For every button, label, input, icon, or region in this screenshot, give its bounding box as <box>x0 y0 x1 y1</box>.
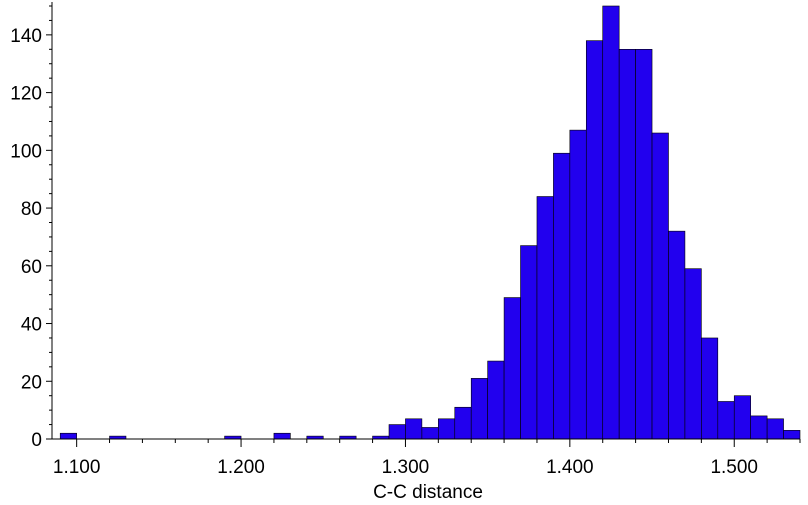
histogram-bar <box>733 395 751 440</box>
y-tick-label: 20 <box>21 372 42 393</box>
histogram-bar <box>618 48 636 440</box>
histogram-bar <box>553 152 571 440</box>
bars-group <box>59 5 801 440</box>
x-axis-title: C-C distance <box>373 482 483 503</box>
histogram-bar <box>651 132 669 440</box>
histogram-bar <box>783 430 801 440</box>
y-tick-label: 140 <box>10 26 42 47</box>
x-tick-label: 1.400 <box>546 457 594 478</box>
histogram-bar <box>454 406 472 440</box>
histogram-bar <box>421 427 439 440</box>
histogram-bar <box>569 129 587 440</box>
axes-group: 0 20 40 60 80 100 120 140 1.100 1.200 1.300 1.400 1.… <box>10 2 801 478</box>
y-tick-label: 60 <box>21 257 42 278</box>
histogram-bar <box>273 432 291 440</box>
histogram-bar <box>602 5 620 440</box>
histogram-bar <box>388 424 406 440</box>
x-tick-label: 1.200 <box>217 457 265 478</box>
y-tick-label: 40 <box>21 315 42 336</box>
histogram-bar <box>470 378 488 440</box>
x-tick-label: 1.300 <box>382 457 430 478</box>
histogram-bar <box>668 230 686 440</box>
histogram-bar <box>59 432 77 440</box>
x-tick-label: 1.500 <box>710 457 758 478</box>
histogram-bar <box>536 196 554 440</box>
histogram-bar <box>701 337 719 440</box>
histogram-bar <box>766 418 784 440</box>
histogram-bar <box>750 415 768 440</box>
histogram-bar <box>405 418 423 440</box>
histogram-bar <box>503 297 521 440</box>
y-tick-label: 100 <box>10 141 42 162</box>
histogram-bar <box>585 40 604 440</box>
histogram-bar <box>438 418 456 440</box>
x-tick-label: 1.100 <box>53 457 101 478</box>
histogram-bar <box>717 401 735 440</box>
y-tick-label: 0 <box>31 430 42 451</box>
y-tick-label: 120 <box>10 84 42 105</box>
histogram-bar <box>520 245 538 440</box>
y-tick-label: 80 <box>21 199 42 220</box>
histogram-bar <box>487 360 505 440</box>
histogram-bar <box>635 48 653 440</box>
histogram-bar <box>684 268 702 440</box>
